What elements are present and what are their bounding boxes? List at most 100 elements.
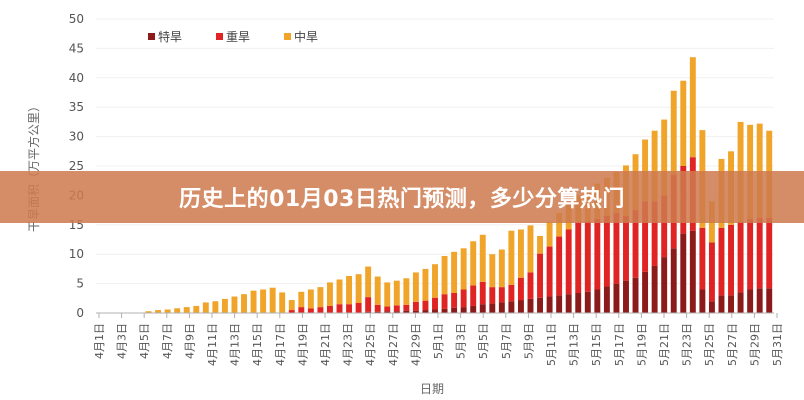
x-tick-label: 4月3日: [116, 323, 129, 359]
bar-segment-severe: [766, 217, 773, 289]
bar-segment-extreme: [537, 297, 543, 313]
x-tick-label: 5月31日: [771, 323, 784, 366]
bar-segment-severe: [384, 306, 391, 312]
bar-segment-extreme: [613, 283, 620, 313]
bar-segment-extreme: [689, 230, 696, 313]
bar-segment-moderate: [202, 302, 209, 313]
bar-segment-severe: [594, 218, 601, 290]
bar-segment-moderate: [470, 241, 477, 286]
x-tick-label: 5月21日: [658, 323, 671, 366]
bar-segment-moderate: [288, 300, 295, 311]
bar-segment-severe: [623, 215, 629, 281]
legend-swatch-severe: [216, 33, 223, 40]
bar-segment-severe: [460, 289, 467, 308]
bar-segment-moderate: [432, 264, 438, 298]
x-tick-label: 4月19日: [296, 323, 309, 366]
bar-segment-extreme: [451, 307, 458, 313]
bar-segment-moderate: [527, 225, 534, 273]
bar-segment-moderate: [384, 282, 391, 307]
bar-segment-extreme: [489, 303, 496, 313]
bar-segment-severe: [327, 305, 333, 313]
bar-segment-moderate: [756, 123, 763, 218]
bar-segment-extreme: [432, 309, 438, 313]
bar-segment-moderate: [661, 119, 668, 196]
bar-segment-extreme: [441, 308, 448, 313]
bar-segment-severe: [642, 201, 649, 272]
bar-segment-extreme: [365, 311, 372, 313]
bar-segment-moderate: [374, 276, 381, 305]
bar-segment-severe: [298, 307, 305, 313]
bar-segment-severe: [603, 215, 610, 287]
y-tick-label: 0: [76, 306, 84, 320]
bar-segment-severe: [498, 287, 505, 303]
bar-segment-moderate: [689, 57, 696, 158]
legend: 特旱 重旱 中旱: [148, 29, 318, 44]
bar-segment-moderate: [355, 274, 362, 303]
bar-segment-moderate: [145, 311, 152, 313]
bar-segment-moderate: [279, 292, 286, 313]
y-tick-label: 35: [69, 100, 84, 114]
bar-segment-severe: [508, 284, 515, 302]
bar-segment-severe: [365, 297, 372, 312]
bar-segment-severe: [699, 227, 706, 290]
bar-segment-extreme: [747, 289, 754, 313]
bar-segment-severe: [355, 303, 362, 313]
bar-segment-extreme: [584, 291, 591, 313]
y-tick-label: 5: [76, 277, 84, 291]
x-tick-label: 4月27日: [387, 323, 400, 366]
x-tick-label: 4月9日: [183, 323, 196, 359]
bar-segment-severe: [632, 210, 639, 278]
bar-segment-moderate: [537, 235, 543, 254]
bar-segment-moderate: [317, 287, 324, 308]
bar-segment-moderate: [451, 251, 458, 294]
bar-segment-moderate: [441, 255, 448, 295]
bar-segment-severe: [288, 310, 295, 313]
bar-segment-severe: [441, 294, 448, 309]
x-tick-label: 4月11日: [206, 323, 219, 366]
x-axis-ticks: 4月1日 4月3日 4月5日 4月7日 4月9日 4月11日 4月13日 4月15日 4月17日…: [93, 313, 784, 366]
bar-segment-extreme: [565, 294, 572, 313]
headline-banner: 历史上的01月03日热门预测，多少分算热门: [0, 171, 804, 223]
bar-segment-moderate: [460, 248, 467, 290]
x-tick-label: 5月25日: [703, 323, 716, 366]
x-tick-label: 5月9日: [522, 323, 535, 359]
bar-segment-severe: [517, 277, 524, 301]
bar-segment-severe: [556, 236, 563, 296]
bar-segment-extreme: [603, 286, 610, 313]
x-tick-label: 4月15日: [251, 323, 264, 366]
y-tick-label: 25: [69, 159, 84, 173]
bar-segment-severe: [708, 242, 715, 302]
bar-segment-extreme: [479, 304, 486, 313]
bar-segment-severe: [737, 221, 744, 293]
bar-segment-moderate: [307, 289, 314, 309]
bar-segment-extreme: [393, 311, 400, 313]
y-axis-ticks: 05101520253035404550: [69, 12, 84, 320]
bar-segment-extreme: [460, 307, 467, 313]
bar-segment-severe: [718, 227, 725, 296]
x-axis-title: 日期: [420, 382, 444, 396]
legend-label-moderate: 中旱: [294, 29, 318, 44]
bar-segment-moderate: [479, 234, 486, 282]
bar-segment-moderate: [422, 268, 429, 301]
bar-segment-extreme: [546, 296, 553, 313]
x-tick-label: 5月17日: [613, 323, 626, 366]
bar-segment-extreme: [470, 305, 477, 313]
bar-segment-severe: [584, 221, 591, 292]
x-tick-label: 5月1日: [432, 323, 445, 359]
bar-segment-extreme: [403, 310, 410, 313]
bar-segment-severe: [422, 300, 429, 311]
bar-segment-moderate: [346, 275, 353, 305]
y-tick-label: 50: [69, 12, 84, 26]
bar-segment-moderate: [498, 249, 505, 288]
bar-segment-severe: [546, 246, 553, 297]
bar-segment-extreme: [623, 280, 629, 313]
bar-segment-moderate: [556, 213, 563, 237]
bar-segment-extreme: [412, 310, 419, 313]
bar-segment-moderate: [193, 305, 200, 313]
bar-segment-severe: [470, 285, 477, 306]
x-tick-label: 5月15日: [590, 323, 603, 366]
bar-segment-severe: [756, 217, 763, 289]
bar-segment-severe: [403, 304, 410, 311]
bar-segment-moderate: [260, 289, 267, 313]
